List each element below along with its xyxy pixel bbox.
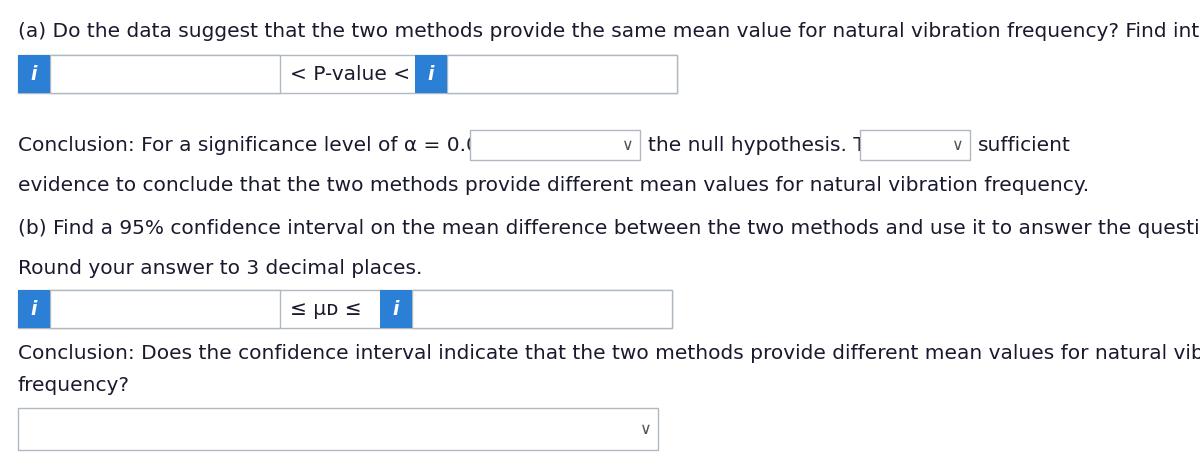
FancyBboxPatch shape: [18, 55, 50, 93]
Text: ∨: ∨: [952, 138, 964, 153]
Text: Round your answer to 3 decimal places.: Round your answer to 3 decimal places.: [18, 259, 422, 278]
Text: ∨: ∨: [622, 138, 634, 153]
Text: i: i: [428, 65, 434, 84]
FancyBboxPatch shape: [470, 130, 640, 160]
FancyBboxPatch shape: [18, 290, 50, 328]
Text: i: i: [31, 65, 37, 84]
Text: < P-value <: < P-value <: [290, 65, 410, 84]
Text: Conclusion: For a significance level of α = 0.05, we would: Conclusion: For a significance level of …: [18, 135, 600, 154]
Text: frequency?: frequency?: [18, 376, 130, 394]
FancyBboxPatch shape: [860, 130, 970, 160]
Text: sufficient: sufficient: [978, 135, 1070, 154]
Text: ∨: ∨: [640, 421, 652, 437]
Text: i: i: [31, 299, 37, 319]
FancyBboxPatch shape: [18, 408, 658, 450]
Text: (b) Find a 95% confidence interval on the mean difference between the two method: (b) Find a 95% confidence interval on th…: [18, 219, 1200, 238]
FancyBboxPatch shape: [50, 290, 280, 328]
FancyBboxPatch shape: [415, 55, 446, 93]
FancyBboxPatch shape: [380, 290, 412, 328]
Text: (a) Do the data suggest that the two methods provide the same mean value for nat: (a) Do the data suggest that the two met…: [18, 22, 1200, 41]
FancyBboxPatch shape: [446, 55, 677, 93]
Text: the null hypothesis. There: the null hypothesis. There: [648, 135, 911, 154]
Text: evidence to conclude that the two methods provide different mean values for natu: evidence to conclude that the two method…: [18, 175, 1090, 194]
Text: ≤ μᴅ ≤: ≤ μᴅ ≤: [290, 299, 361, 319]
Text: i: i: [392, 299, 400, 319]
FancyBboxPatch shape: [412, 290, 672, 328]
FancyBboxPatch shape: [50, 55, 280, 93]
Text: Conclusion: Does the confidence interval indicate that the two methods provide d: Conclusion: Does the confidence interval…: [18, 344, 1200, 363]
